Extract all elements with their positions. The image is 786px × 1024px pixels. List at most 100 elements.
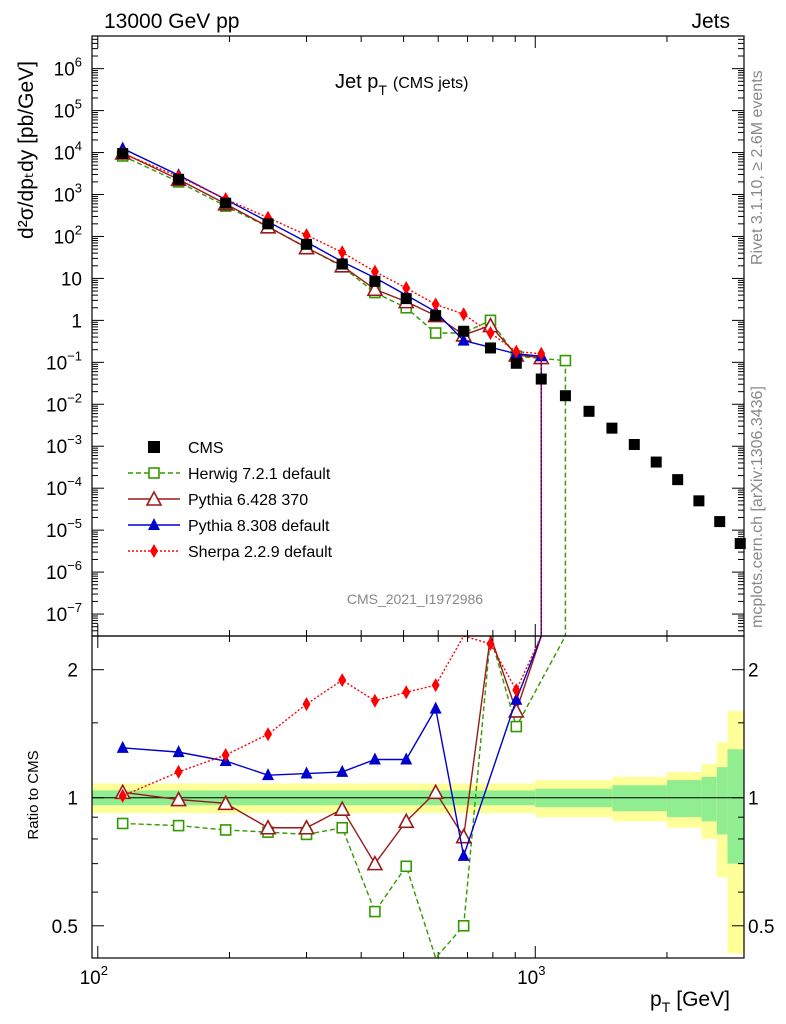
series-point-ratio <box>300 766 313 779</box>
ratio-uncertainty-bands <box>92 710 744 954</box>
cms-point <box>734 538 746 550</box>
x-tick-label-base: 10 <box>517 968 538 989</box>
series-point-ratio <box>457 919 470 932</box>
cms-point <box>628 439 640 451</box>
series-point-ratio <box>302 697 311 712</box>
y-tick-label: 10−7 <box>46 600 82 626</box>
y-tick-label: 10−5 <box>46 516 82 542</box>
legend-label: Pythia 6.428 370 <box>188 492 308 509</box>
series-point-ratio <box>336 821 349 834</box>
series-point-main <box>559 354 572 367</box>
series-point-ratio <box>264 727 273 742</box>
ratio-band-inner <box>701 776 717 822</box>
series-point-ratio <box>370 693 379 708</box>
y-tick-label: 10−3 <box>46 432 82 458</box>
cms-point <box>510 357 522 369</box>
cms-point <box>430 310 442 322</box>
series-line-ratio <box>122 635 542 859</box>
series-point-ratio <box>397 812 415 829</box>
ratio-frame <box>91 635 745 959</box>
legend-label: CMS <box>188 440 224 457</box>
legend-entry: Pythia 6.428 370 <box>128 490 308 509</box>
series-point-ratio <box>366 854 384 871</box>
series-point-main <box>366 280 384 297</box>
ratio-tick-label-right: 0.5 <box>748 917 774 938</box>
xlabel-unit: [GeV] <box>676 988 730 1011</box>
cms-point <box>535 373 547 385</box>
y-tick-label-base: 10 <box>46 437 67 458</box>
series-point-ratio <box>259 819 277 835</box>
series-point-ratio <box>400 860 413 873</box>
cms-point <box>336 258 348 270</box>
series-point-main <box>537 346 546 361</box>
y-tick-label-base: 10 <box>54 144 75 165</box>
series-point-ratio <box>262 768 275 781</box>
cms-point <box>672 474 684 486</box>
x-tick-label: 102 <box>80 963 108 989</box>
legend-marker <box>148 441 160 453</box>
legend-entry: Sherpa 2.2.9 default <box>128 544 333 561</box>
legend-entry: CMS <box>148 440 224 457</box>
series-point-ratio <box>486 636 495 651</box>
y-tick-label-exponent: −5 <box>67 516 82 531</box>
y-tick-label: 10 <box>61 269 82 290</box>
legend-label: Pythia 8.308 default <box>188 518 330 535</box>
ratio-tick-label: 0.5 <box>52 917 78 938</box>
cms-point <box>714 516 726 528</box>
series-point-main <box>338 245 347 260</box>
xlabel: pT [GeV] <box>650 988 730 1015</box>
series-point-ratio <box>510 720 523 733</box>
x-tick-label-base: 10 <box>80 968 101 989</box>
cms-point <box>606 422 618 434</box>
axes-and-ticks: 10610510410310210110−110−210−310−410−510… <box>46 35 774 989</box>
series-point-ratio <box>118 788 127 803</box>
legend-marker <box>148 518 160 530</box>
series-point-ratio <box>219 824 232 836</box>
series-point-main <box>459 307 468 322</box>
xlabel-sub: T <box>662 999 671 1015</box>
ratio-ylabel: Ratio to CMS <box>25 750 42 839</box>
y-tick-label: 10−2 <box>46 390 82 416</box>
y-tick-label-exponent: 2 <box>75 222 82 237</box>
y-tick-label: 10−6 <box>46 558 82 584</box>
y-tick-label: 102 <box>54 222 82 248</box>
y-tick-label: 106 <box>54 55 82 81</box>
series-point-ratio <box>457 848 470 861</box>
cms-point <box>583 405 595 417</box>
y-tick-label-exponent: −3 <box>67 432 82 447</box>
cms-point <box>220 197 232 209</box>
series-point-ratio <box>298 819 315 835</box>
cms-point <box>693 495 705 507</box>
series-point-ratio <box>402 685 411 700</box>
series-point-ratio <box>174 764 183 779</box>
legend-marker <box>148 467 160 479</box>
series-point-main <box>512 344 521 359</box>
analysis-watermark: CMS_2021_I1972986 <box>347 591 483 607</box>
series-point-ratio <box>429 701 442 714</box>
series-point-main <box>431 297 440 312</box>
y-tick-label-base: 10 <box>54 227 75 248</box>
series-point-ratio <box>116 817 129 830</box>
plot-frames <box>91 35 745 959</box>
y-tick-label-exponent: 3 <box>75 181 82 196</box>
y-tick-label: 10−1 <box>46 348 82 374</box>
plot-title-main: Jet p <box>335 71 378 93</box>
series-point-ratio <box>427 783 445 800</box>
y-tick-label-base: 10 <box>54 102 75 123</box>
y-tick-label-exponent: −4 <box>67 474 82 489</box>
y-tick-label-base: 10 <box>46 605 67 626</box>
cms-point <box>559 390 571 402</box>
y-tick-label: 10−4 <box>46 474 82 500</box>
legend: CMS Herwig 7.2.1 default Pythia 6.428 370 P… <box>128 440 333 561</box>
y-tick-label-base: 10 <box>54 186 75 207</box>
series-point-main <box>302 228 311 243</box>
series-point-ratio <box>368 752 381 765</box>
series-point-ratio <box>221 748 230 763</box>
series-point-main <box>402 281 411 296</box>
cms-point <box>369 275 381 287</box>
ratio-band-inner <box>716 767 728 835</box>
series-point-ratio <box>172 819 185 832</box>
cms-point <box>458 325 470 337</box>
y-tick-label: 105 <box>54 97 82 123</box>
